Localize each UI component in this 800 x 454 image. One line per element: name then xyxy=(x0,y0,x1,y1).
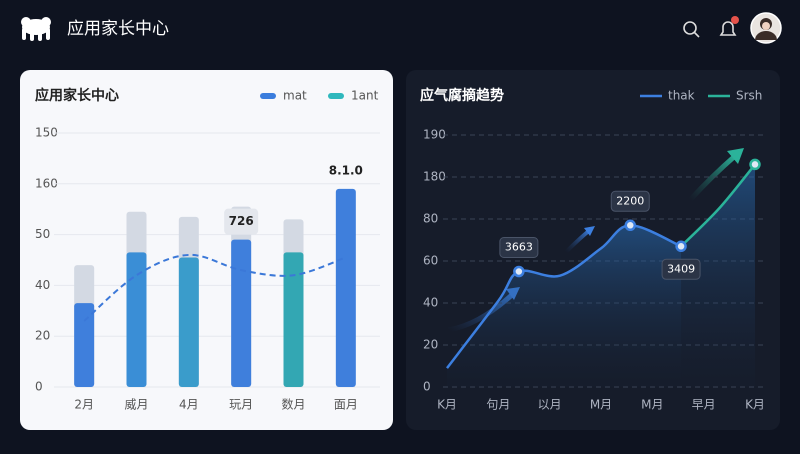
label-box xyxy=(224,208,259,235)
legend-swatch xyxy=(328,93,344,99)
card-title: 应气腐摘趋势 xyxy=(420,87,504,104)
x-tick-label: 句月 xyxy=(486,398,510,412)
y-tick-label: 40 xyxy=(35,278,50,292)
y-tick-label: 150 xyxy=(35,126,58,140)
y-tick-label: 80 xyxy=(423,212,438,226)
legend-label: Srsh xyxy=(736,89,762,103)
y-tick-label: 50 xyxy=(35,227,50,241)
point-marker xyxy=(513,265,525,278)
area xyxy=(447,225,682,387)
x-tick-label: M月 xyxy=(641,398,663,412)
data-label: 726 xyxy=(229,214,254,228)
y-tick-label: 180 xyxy=(423,170,446,184)
y-tick-label: 60 xyxy=(423,254,438,268)
x-tick-label: M月 xyxy=(590,398,612,412)
point-marker xyxy=(624,219,637,232)
x-tick-label: K月 xyxy=(745,398,765,412)
card-title: 应用家长中心 xyxy=(35,87,119,104)
y-tick-label: 190 xyxy=(423,128,446,142)
data-label: 8.1.0 xyxy=(329,163,363,177)
x-tick-label: 威月 xyxy=(124,398,148,412)
logo xyxy=(21,17,51,41)
data-label: 3409 xyxy=(667,262,695,275)
area xyxy=(681,164,755,387)
line xyxy=(680,163,756,248)
notification-icon[interactable] xyxy=(719,16,739,36)
y-tick-label: 0 xyxy=(35,380,43,394)
bar xyxy=(74,303,95,387)
y-tick-label: 160 xyxy=(35,176,58,190)
label-box xyxy=(610,190,650,212)
point-marker xyxy=(675,240,687,253)
app-title: 应用家长中心 xyxy=(67,19,169,39)
point-marker xyxy=(749,158,761,171)
search-icon[interactable] xyxy=(683,21,700,38)
x-tick-label: K月 xyxy=(437,398,457,412)
label-box xyxy=(661,258,701,280)
label-box xyxy=(499,237,539,258)
y-tick-label: 20 xyxy=(35,329,50,343)
bar xyxy=(335,188,356,387)
avatar[interactable] xyxy=(750,12,782,44)
y-tick-label: 0 xyxy=(423,380,431,394)
x-tick-label: 早月 xyxy=(692,398,716,412)
x-tick-label: 以月 xyxy=(538,398,562,412)
x-tick-label: 数月 xyxy=(281,397,305,412)
bar xyxy=(283,252,304,387)
bar xyxy=(126,252,147,387)
data-label: 2200 xyxy=(616,194,644,207)
y-tick-label: 20 xyxy=(423,338,438,352)
bar xyxy=(178,257,199,387)
legend-swatch xyxy=(260,93,276,99)
x-tick-label: 面月 xyxy=(334,398,358,412)
x-tick-label: 4月 xyxy=(179,398,199,412)
x-tick-label: 2月 xyxy=(74,398,94,412)
legend-label: thak xyxy=(668,89,695,103)
bar xyxy=(231,239,252,387)
y-tick-label: 40 xyxy=(423,296,438,310)
legend-label: mat xyxy=(283,89,307,103)
data-label: 3663 xyxy=(505,241,533,254)
x-tick-label: 玩月 xyxy=(229,398,253,412)
legend-label: 1ant xyxy=(351,89,379,103)
